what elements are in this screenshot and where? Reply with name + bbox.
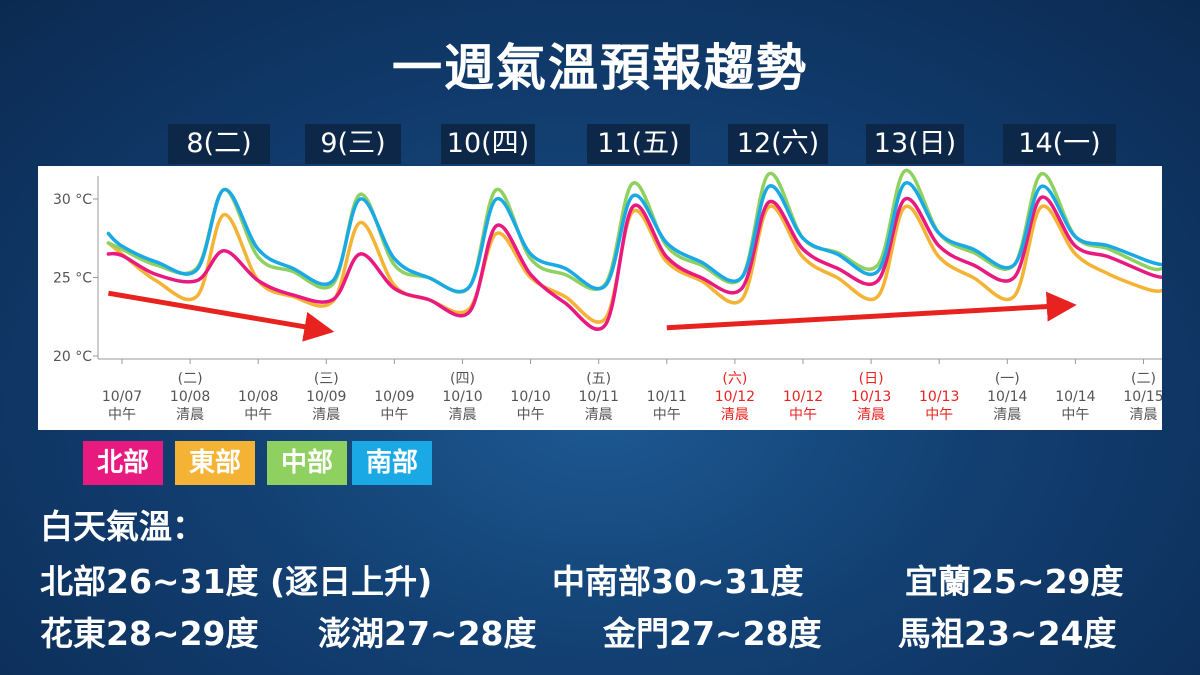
trend-arrow-2 [666,291,1077,331]
x-tick-weekday: (六) [722,371,747,387]
x-tick-time: 清晨 [993,407,1021,423]
x-tick-date: 10/12 [715,389,755,405]
x-tick-date: 10/15 [1123,389,1162,405]
temperature-chart: 20 °C 25 °C 30 °C 10/07 中午 (二) 10/08 清晨 10/08 中午 (… [38,166,1166,430]
day-tag-13: 13(日) [866,124,964,164]
x-tick-date: 10/08 [238,389,278,405]
x-tick-time: 中午 [380,407,408,423]
summary-yilan: 宜蘭25~29度 [905,562,1124,601]
legend-south: 南部 [352,441,432,485]
y-tick-label: 25 °C [53,271,92,287]
x-tick-time: 清晨 [857,407,885,423]
summary-matsu: 馬祖23~24度 [898,614,1117,653]
x-tick-date: 10/13 [851,389,891,405]
legend-central: 中部 [267,441,347,485]
x-tick-time: 中午 [244,407,272,423]
x-tick-time: 中午 [517,407,545,423]
chart-svg: 20 °C 25 °C 30 °C 10/07 中午 (二) 10/08 清晨 10/08 中午 (… [53,168,1166,423]
summary-huadong: 花東28~29度 [40,614,259,653]
x-tick-weekday: (日) [859,371,884,387]
x-tick-time: 中午 [1061,407,1089,423]
summary-heading: 白天氣溫： [40,507,205,546]
x-tick-date: 10/10 [510,389,550,405]
day-tag-8: 8(二) [168,124,270,164]
x-tick-date: 10/08 [170,389,210,405]
x-tick-time: 清晨 [176,407,204,423]
summary-penghu: 澎湖27~28度 [318,614,537,653]
x-tick-date: 10/12 [783,389,823,405]
day-tag-9: 9(三) [305,124,401,164]
x-tick-date: 10/09 [374,389,414,405]
series-line-central [106,168,1166,294]
x-tick-time: 中午 [653,407,681,423]
day-tag-10: 10(四) [441,124,535,164]
legend-east: 東部 [175,441,255,485]
day-tag-11: 11(五) [587,124,690,164]
x-tick-time: 清晨 [1130,407,1158,423]
x-tick-date: 10/10 [442,389,482,405]
series-line-north [106,195,1166,331]
y-tick-label: 30 °C [53,192,92,208]
legend-north: 北部 [83,441,163,485]
summary-kinmen: 金門27~28度 [603,614,822,653]
x-tick-weekday: (四) [450,371,475,387]
x-tick-weekday: (三) [314,371,339,387]
x-tick-weekday: (二) [178,371,203,387]
y-tick-label: 20 °C [53,349,92,365]
x-tick-time: 清晨 [449,407,477,423]
x-tick-weekday: (一) [995,371,1020,387]
x-tick-date: 10/14 [1055,389,1095,405]
day-tag-14: 14(一) [1003,124,1116,164]
x-tick-time: 中午 [925,407,953,423]
x-tick-time: 中午 [108,407,136,423]
page-title: 一週氣溫預報趨勢 [392,39,808,97]
x-tick-date: 10/14 [987,389,1027,405]
x-tick-date: 10/07 [102,389,142,405]
x-tick-weekday: (五) [586,371,611,387]
x-tick-time: 清晨 [312,407,340,423]
x-tick-date: 10/13 [919,389,959,405]
x-tick-time: 清晨 [721,407,749,423]
trend-arrow-1 [107,290,335,342]
x-tick-date: 10/11 [647,389,687,405]
x-tick-date: 10/11 [579,389,619,405]
x-tick-time: 中午 [789,407,817,423]
summary-central-south: 中南部30~31度 [552,562,804,601]
summary-north: 北部26~31度 (逐日上升) [40,562,433,601]
x-tick-time: 清晨 [585,407,613,423]
x-tick-weekday: (二) [1131,371,1156,387]
day-tag-12: 12(六) [728,124,828,164]
x-tick-date: 10/09 [306,389,346,405]
series-line-south [106,181,1166,294]
